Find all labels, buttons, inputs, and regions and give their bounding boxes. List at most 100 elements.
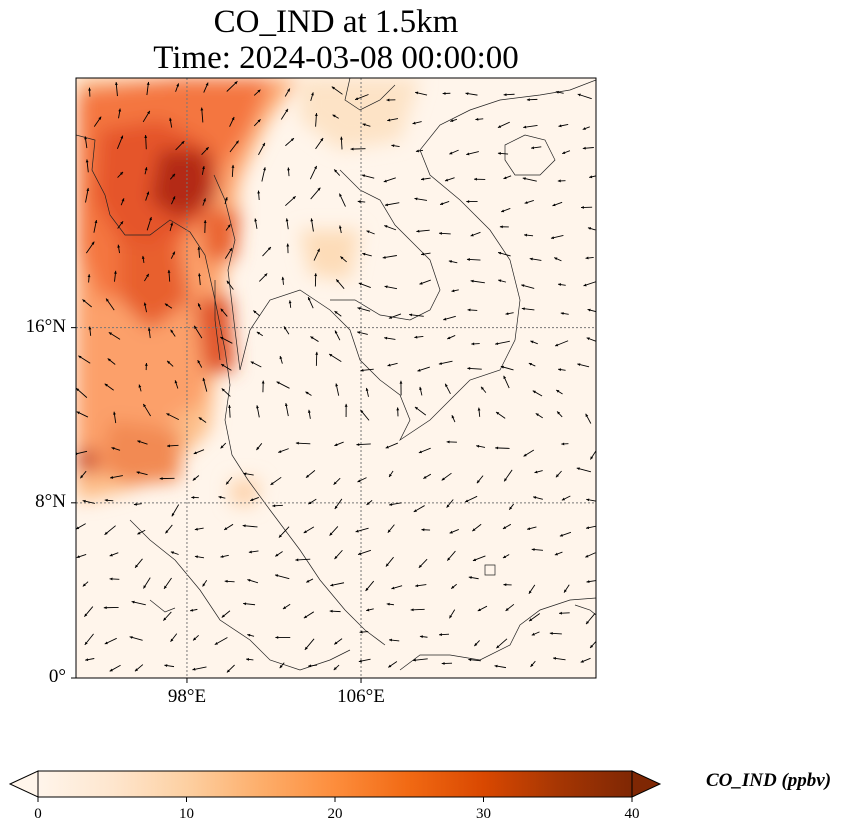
wind-arrow — [447, 335, 456, 340]
wind-arrow — [285, 195, 296, 207]
wind-arrow — [473, 640, 480, 647]
wind-arrow — [577, 93, 592, 100]
wind-arrow — [384, 336, 396, 340]
wind-arrow — [450, 118, 458, 122]
wind-arrow — [306, 578, 314, 583]
wind-arrow — [147, 327, 151, 339]
wind-arrow — [585, 256, 594, 260]
lat-tick-label: 0° — [48, 666, 66, 687]
wind-arrow — [331, 86, 343, 95]
wind-arrow — [142, 110, 151, 123]
wind-arrow — [549, 631, 562, 635]
wind-arrow — [467, 308, 478, 312]
wind-arrow — [438, 231, 451, 235]
wind-arrow — [414, 406, 427, 416]
wind-arrow — [143, 577, 151, 589]
wind-arrow — [472, 523, 482, 532]
wind-arrow — [175, 83, 180, 92]
wind-arrow — [557, 283, 566, 287]
wind-arrow — [495, 446, 510, 450]
wind-arrow — [419, 279, 431, 285]
wind-arrow — [496, 638, 508, 649]
wind-arrow — [535, 413, 543, 419]
wind-arrow — [225, 476, 233, 485]
wind-arrow — [530, 660, 536, 668]
wind-arrow — [333, 169, 341, 176]
wind-arrow — [305, 391, 312, 396]
wind-arrow — [203, 82, 209, 93]
wind-arrow — [340, 136, 343, 150]
wind-arrow — [531, 631, 540, 636]
wind-arrow — [344, 403, 348, 417]
wind-arrow — [412, 121, 422, 125]
wind-arrow — [386, 602, 394, 606]
wind-arrow — [141, 255, 145, 264]
wind-arrow — [420, 177, 431, 181]
wind-arrow — [419, 386, 423, 396]
wind-arrow — [262, 246, 272, 257]
wind-arrow — [585, 413, 592, 424]
wind-arrow — [383, 177, 396, 183]
wind-arrow — [76, 553, 87, 559]
wind-arrow — [350, 147, 366, 151]
wind-arrow — [508, 503, 514, 511]
wind-arrow — [559, 531, 572, 537]
wind-arrow — [295, 441, 311, 445]
wind-arrow — [159, 477, 175, 481]
wind-arrow — [474, 177, 486, 181]
wind-arrow — [167, 444, 179, 448]
wind-arrow — [451, 414, 456, 423]
wind-arrow — [446, 440, 457, 444]
wind-arrow — [84, 606, 94, 617]
wind-arrow — [332, 114, 339, 119]
wind-arrow — [466, 151, 479, 156]
wind-arrow — [108, 331, 121, 340]
wind-arrow — [113, 411, 117, 424]
wind-arrow — [170, 633, 178, 642]
wind-arrow — [170, 329, 176, 337]
colorbar-tick-label: 10 — [179, 806, 194, 822]
wind-arrow — [137, 529, 146, 535]
wind-arrow — [521, 284, 535, 289]
wind-arrow — [580, 206, 593, 209]
wind-arrow — [497, 151, 509, 155]
wind-arrow — [219, 336, 233, 344]
wind-arrow — [558, 368, 566, 372]
wind-arrow — [133, 502, 142, 506]
wind-arrow — [531, 548, 543, 552]
wind-arrow — [335, 383, 340, 396]
wind-arrow — [137, 440, 148, 445]
wind-arrow — [472, 555, 486, 562]
colorbar-tick-label: 30 — [476, 806, 491, 822]
colorbar-tick-label: 0 — [34, 806, 42, 822]
wind-arrow — [388, 661, 398, 668]
wind-arrow — [334, 441, 344, 447]
wind-arrow — [253, 310, 260, 317]
wind-arrow — [120, 198, 125, 206]
wind-arrow — [583, 281, 596, 287]
wind-arrow — [385, 442, 399, 449]
wind-arrow — [221, 610, 231, 618]
wind-arrow — [471, 342, 480, 346]
wind-arrow — [328, 353, 342, 363]
wind-arrow — [388, 470, 394, 478]
wind-arrow — [361, 174, 375, 179]
wind-arrow — [470, 279, 485, 284]
wind-arrow — [554, 551, 563, 556]
wind-arrow — [308, 498, 317, 505]
wind-arrow — [555, 90, 564, 94]
wind-arrow — [224, 197, 228, 205]
wind-arrow — [229, 140, 239, 153]
wind-arrow — [85, 159, 89, 173]
wind-arrow — [146, 81, 150, 96]
wind-arrow — [314, 113, 318, 127]
wind-arrow — [582, 126, 590, 130]
wind-arrow — [313, 248, 321, 261]
wind-arrow — [103, 606, 119, 610]
wind-arrow — [198, 417, 207, 423]
wind-arrow — [421, 528, 431, 532]
wind-arrow — [382, 255, 397, 259]
wind-arrow — [226, 80, 238, 92]
wind-arrow — [261, 380, 265, 393]
wind-arrow — [254, 218, 258, 229]
